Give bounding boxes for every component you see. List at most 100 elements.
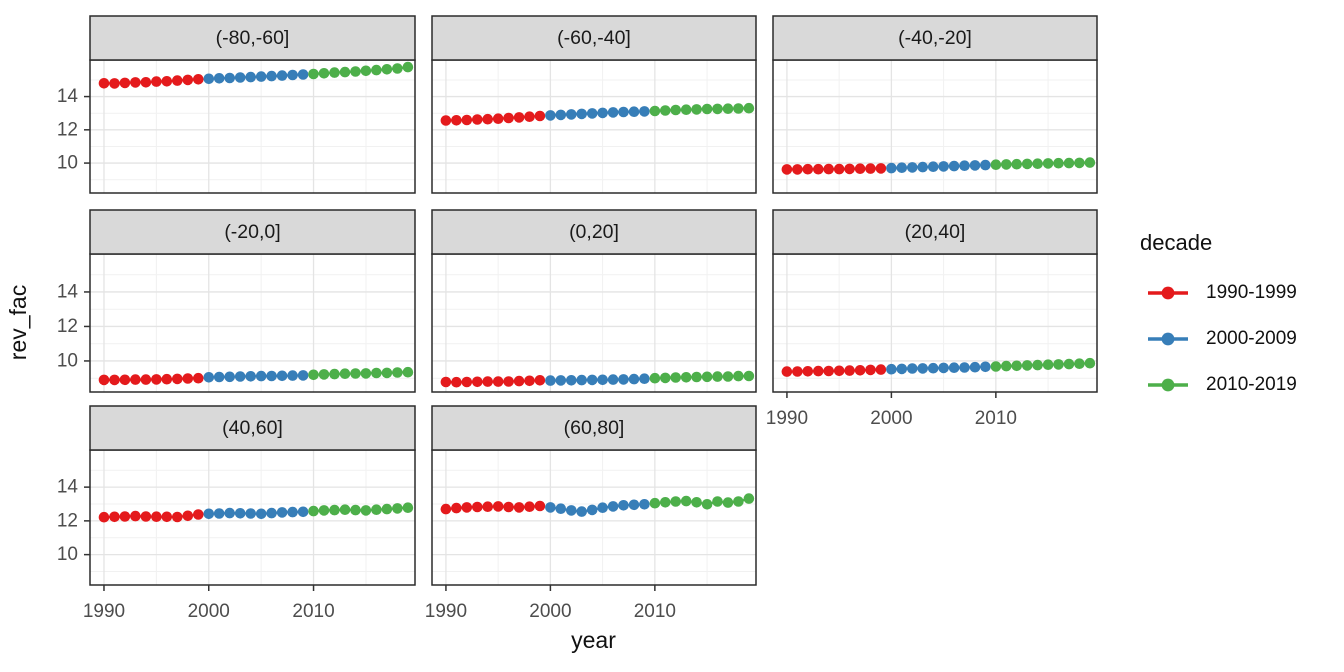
data-point: [503, 112, 514, 124]
data-point: [255, 508, 267, 520]
data-point: [360, 368, 372, 379]
legend-key-1990-1999: [1148, 286, 1188, 300]
data-point: [472, 376, 483, 388]
legend-item-label: 1990-1999: [1206, 282, 1297, 303]
data-point: [886, 363, 897, 375]
data-point: [130, 77, 141, 88]
x-axis-title: year: [571, 627, 616, 653]
data-point: [140, 511, 152, 522]
facet-strip: [89, 15, 416, 61]
data-point: [927, 362, 939, 374]
series-1990-1999: [440, 110, 546, 126]
data-point: [98, 78, 110, 89]
data-point: [660, 105, 671, 116]
data-point: [1011, 158, 1022, 170]
data-point: [371, 64, 382, 76]
data-point: [854, 163, 866, 174]
data-point: [371, 367, 382, 379]
y-tick-label: 14: [57, 281, 79, 302]
y-tick-label: 12: [57, 119, 78, 140]
data-point: [440, 503, 452, 515]
data-point: [140, 374, 152, 385]
data-point: [350, 66, 361, 77]
data-point: [119, 77, 131, 89]
data-point: [339, 66, 351, 78]
data-point: [1032, 158, 1043, 169]
data-point: [392, 367, 403, 378]
data-point: [182, 373, 194, 384]
x-tick-label: 2010: [292, 601, 334, 622]
series-2010-2019: [308, 366, 414, 381]
data-point: [875, 163, 887, 174]
series-2010-2019: [308, 61, 414, 80]
x-tick-label: 2000: [870, 408, 912, 429]
data-point: [392, 503, 403, 514]
data-point: [691, 371, 702, 383]
data-point: [980, 159, 991, 171]
facet-strip: [431, 405, 757, 451]
data-point: [576, 108, 587, 120]
data-point: [482, 501, 494, 512]
data-point: [618, 500, 629, 511]
data-point: [161, 373, 173, 385]
data-point: [833, 365, 845, 377]
data-point: [1084, 157, 1096, 168]
facet-strip-label: (0,20]: [569, 221, 619, 243]
series-2000-2009: [545, 499, 650, 517]
data-point: [472, 501, 483, 513]
facet-strip-label: (40,60]: [222, 417, 283, 439]
legend-title: decade: [1140, 230, 1213, 255]
data-point: [833, 163, 845, 175]
data-point: [712, 371, 723, 382]
data-point: [701, 103, 713, 115]
data-point: [350, 504, 361, 516]
data-point: [513, 112, 525, 123]
data-point: [381, 64, 393, 75]
legend-item: 2000-2009: [1146, 328, 1344, 350]
data-point: [680, 372, 692, 383]
data-point: [234, 508, 246, 519]
facet-strip-label: (-60,-40]: [557, 27, 631, 49]
facet-(-80,-60]: (-80,-60] 10 12 14: [57, 15, 416, 194]
series-2000-2009: [886, 361, 991, 375]
data-point: [670, 372, 681, 383]
data-point: [193, 372, 204, 384]
data-point: [792, 164, 803, 175]
data-point: [628, 106, 640, 117]
data-point: [896, 363, 908, 375]
facet-(40,60]: (40,60] 10 12 14 1990 2000 2010: [57, 405, 416, 622]
data-point: [948, 362, 960, 374]
x-tick-label: 1990: [83, 601, 125, 622]
y-tick-label: 10: [57, 350, 78, 371]
legend-item: 2010-2019: [1146, 374, 1344, 396]
facet-(-40,-20]: (-40,-20]: [772, 15, 1098, 194]
data-point: [576, 374, 587, 386]
data-point: [308, 505, 319, 517]
data-point: [733, 103, 744, 114]
data-point: [586, 108, 598, 119]
data-point: [151, 76, 162, 87]
data-point: [119, 374, 131, 386]
data-point: [339, 504, 351, 515]
data-point: [224, 371, 235, 383]
data-point: [969, 160, 981, 171]
data-point: [329, 368, 340, 380]
facet-strip-label: (-20,0]: [224, 221, 280, 243]
data-point: [255, 370, 267, 382]
y-tick-label: 10: [57, 153, 78, 174]
data-point: [524, 111, 535, 122]
data-point: [203, 372, 215, 383]
data-point: [203, 73, 215, 85]
data-point: [461, 114, 473, 126]
data-point: [1053, 157, 1064, 169]
data-point: [492, 376, 504, 387]
data-point: [907, 162, 918, 173]
data-point: [1001, 360, 1012, 372]
data-point: [927, 161, 939, 172]
data-point: [844, 365, 855, 376]
data-point: [959, 160, 970, 171]
data-point: [245, 71, 256, 83]
data-point: [276, 507, 288, 518]
data-point: [597, 374, 608, 386]
data-point: [339, 368, 351, 380]
